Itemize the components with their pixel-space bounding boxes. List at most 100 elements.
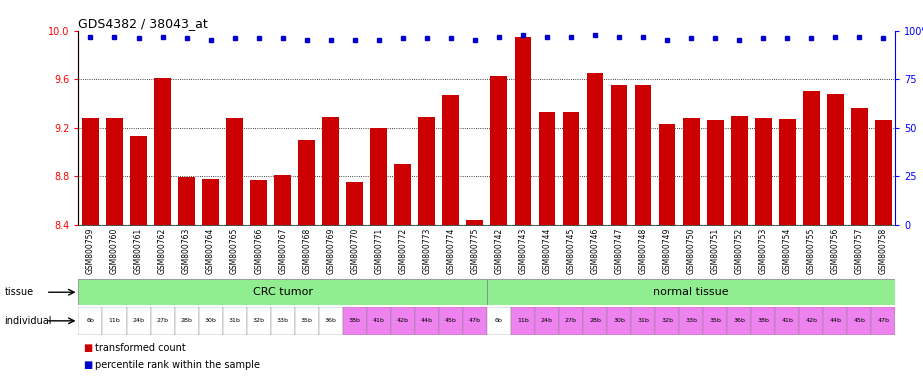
- Bar: [246, 307, 270, 335]
- Bar: [346, 182, 363, 225]
- Bar: [226, 118, 243, 225]
- Text: 27b: 27b: [157, 318, 169, 323]
- Bar: [418, 117, 436, 225]
- Text: GSM800767: GSM800767: [278, 227, 287, 274]
- Text: percentile rank within the sample: percentile rank within the sample: [95, 360, 260, 370]
- Text: 6b: 6b: [87, 318, 94, 323]
- Text: 38b: 38b: [757, 318, 769, 323]
- Bar: [871, 307, 895, 335]
- Bar: [366, 307, 390, 335]
- Text: 42b: 42b: [397, 318, 409, 323]
- Text: GSM800771: GSM800771: [374, 227, 383, 273]
- Bar: [154, 78, 171, 225]
- Text: GSM800766: GSM800766: [254, 227, 263, 274]
- Bar: [823, 307, 847, 335]
- Text: GSM800756: GSM800756: [831, 227, 840, 274]
- Text: GSM800757: GSM800757: [855, 227, 864, 274]
- Text: GSM800742: GSM800742: [495, 227, 503, 273]
- Bar: [538, 112, 556, 225]
- Bar: [486, 279, 895, 305]
- Text: 35b: 35b: [301, 318, 313, 323]
- Text: 47b: 47b: [877, 318, 889, 323]
- Text: GSM800773: GSM800773: [423, 227, 431, 274]
- Text: GSM800763: GSM800763: [182, 227, 191, 274]
- Text: GSM800745: GSM800745: [567, 227, 575, 274]
- Bar: [126, 307, 150, 335]
- Bar: [535, 307, 559, 335]
- Bar: [727, 307, 751, 335]
- Bar: [342, 307, 366, 335]
- Bar: [322, 117, 339, 225]
- Text: 11b: 11b: [109, 318, 120, 323]
- Text: GSM800747: GSM800747: [615, 227, 624, 274]
- Bar: [562, 112, 580, 225]
- Bar: [611, 85, 628, 225]
- Bar: [390, 307, 414, 335]
- Bar: [511, 307, 535, 335]
- Text: GSM800753: GSM800753: [759, 227, 768, 274]
- Text: ■: ■: [83, 360, 92, 370]
- Bar: [250, 180, 267, 225]
- Text: 31b: 31b: [637, 318, 649, 323]
- Bar: [490, 76, 508, 225]
- Bar: [270, 307, 294, 335]
- Text: 36b: 36b: [325, 318, 337, 323]
- Bar: [683, 118, 700, 225]
- Text: GSM800764: GSM800764: [206, 227, 215, 274]
- Text: GSM800775: GSM800775: [471, 227, 479, 274]
- Text: 32b: 32b: [253, 318, 265, 323]
- Text: GSM800765: GSM800765: [230, 227, 239, 274]
- Bar: [462, 307, 487, 335]
- Text: 45b: 45b: [854, 318, 865, 323]
- Text: GSM800749: GSM800749: [663, 227, 672, 274]
- Bar: [174, 307, 198, 335]
- Text: 33b: 33b: [685, 318, 697, 323]
- Text: CRC tumor: CRC tumor: [253, 287, 313, 297]
- Text: 36b: 36b: [733, 318, 745, 323]
- Bar: [466, 220, 484, 225]
- Text: GSM800744: GSM800744: [543, 227, 551, 274]
- Bar: [78, 279, 486, 305]
- Bar: [583, 307, 607, 335]
- Bar: [438, 307, 462, 335]
- Text: GSM800751: GSM800751: [711, 227, 720, 273]
- Text: ■: ■: [83, 343, 92, 353]
- Bar: [442, 95, 460, 225]
- Bar: [414, 307, 438, 335]
- Text: GSM800769: GSM800769: [326, 227, 335, 274]
- Text: 32b: 32b: [661, 318, 673, 323]
- Bar: [587, 73, 604, 225]
- Bar: [102, 307, 126, 335]
- Text: GSM800762: GSM800762: [158, 227, 167, 273]
- Text: GSM800754: GSM800754: [783, 227, 792, 274]
- Bar: [394, 164, 412, 225]
- Text: 24b: 24b: [541, 318, 553, 323]
- Text: 35b: 35b: [709, 318, 721, 323]
- Bar: [707, 121, 724, 225]
- Text: 44b: 44b: [829, 318, 841, 323]
- Bar: [847, 307, 871, 335]
- Bar: [559, 307, 583, 335]
- Text: GSM800772: GSM800772: [399, 227, 407, 273]
- Bar: [130, 136, 147, 225]
- Bar: [799, 307, 823, 335]
- Bar: [370, 128, 387, 225]
- Bar: [607, 307, 631, 335]
- Text: 38b: 38b: [349, 318, 361, 323]
- Text: 6b: 6b: [495, 318, 503, 323]
- Bar: [298, 140, 315, 225]
- Text: 28b: 28b: [589, 318, 601, 323]
- Text: GSM800774: GSM800774: [447, 227, 455, 274]
- Bar: [659, 124, 676, 225]
- Text: GSM800746: GSM800746: [591, 227, 600, 274]
- Bar: [106, 118, 123, 225]
- Bar: [803, 91, 820, 225]
- Bar: [827, 94, 844, 225]
- Bar: [198, 307, 222, 335]
- Text: GSM800750: GSM800750: [687, 227, 696, 274]
- Text: 27b: 27b: [565, 318, 577, 323]
- Text: GSM800752: GSM800752: [735, 227, 744, 273]
- Text: 42b: 42b: [805, 318, 817, 323]
- Bar: [635, 85, 652, 225]
- Text: 31b: 31b: [229, 318, 241, 323]
